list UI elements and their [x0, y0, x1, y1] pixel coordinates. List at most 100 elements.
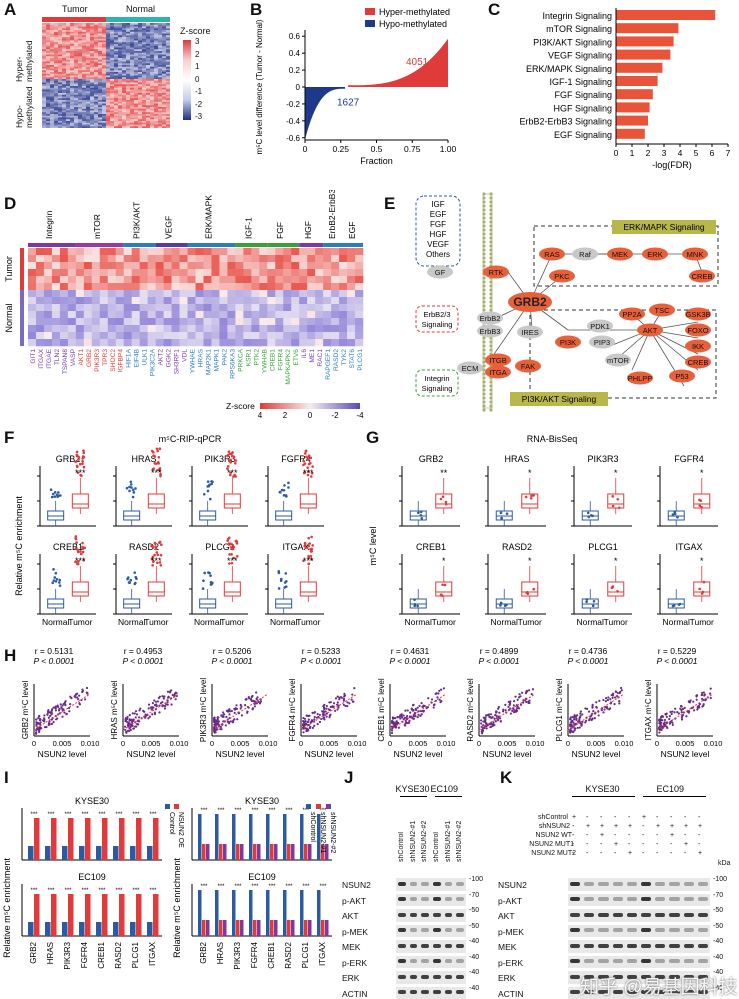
heatmap-cell — [138, 35, 142, 38]
heatmap-cell — [74, 59, 78, 62]
heatmap-cell — [110, 98, 114, 101]
heatmap-cell — [54, 84, 58, 87]
heatmap-cell — [118, 72, 122, 75]
outlier-point — [283, 484, 286, 487]
heatmap-cell — [171, 255, 180, 263]
heatmap-cell — [74, 112, 78, 115]
heatmap-cell — [126, 54, 130, 57]
heatmap-cell — [235, 332, 244, 340]
heatmap-cell — [78, 122, 82, 125]
heatmap-cell — [106, 47, 110, 50]
heatmap-cell — [67, 325, 77, 333]
data-point — [584, 707, 587, 710]
heatmap-cell — [106, 65, 110, 68]
heatmap-cell — [203, 269, 212, 277]
bar — [317, 890, 321, 936]
heatmap-cell — [78, 70, 82, 73]
data-point — [595, 701, 598, 704]
heatmap-cell — [28, 283, 37, 291]
heatmap-cell — [339, 269, 348, 277]
heatmap-cell — [110, 26, 114, 29]
heatmap-cell — [107, 339, 117, 347]
heatmap-cell — [115, 290, 125, 298]
bar — [270, 920, 274, 936]
heatmap-cell — [78, 40, 82, 43]
legend-tick: 0 — [308, 411, 313, 420]
sample-point — [530, 494, 533, 498]
heatmap-cell — [106, 24, 110, 27]
heatmap-cell — [46, 110, 50, 113]
data-point — [50, 718, 53, 721]
heatmap-cell — [46, 96, 50, 99]
heatmap-cell — [82, 115, 86, 118]
node-ikk — [685, 339, 711, 353]
legend-hyper-label: Hyper-methylated — [379, 7, 450, 17]
heatmap-cell — [163, 332, 172, 340]
significance-label: *** — [268, 884, 276, 890]
heatmap-cell — [171, 304, 180, 312]
bar — [236, 844, 240, 860]
treatment-mark: + — [572, 814, 577, 821]
heatmap-cell — [122, 84, 126, 87]
outlier-point — [155, 561, 159, 565]
heatmap-cell — [66, 45, 70, 48]
heatmap-cell — [59, 262, 69, 270]
bar — [206, 920, 210, 936]
x-tick-label: 0.010 — [437, 739, 456, 748]
heatmap-cell — [74, 68, 78, 71]
heatmap-cell — [150, 77, 154, 80]
heatmap-cell — [50, 122, 54, 125]
heatmap-cell — [51, 276, 61, 284]
heatmap-cell — [110, 47, 114, 50]
heatmap-cell — [130, 31, 134, 34]
heatmap-cell — [70, 108, 74, 111]
heatmap-cell — [62, 63, 66, 66]
heatmap-cell — [51, 325, 61, 333]
data-point — [127, 721, 130, 724]
heatmap-cell — [70, 26, 74, 29]
heatmap-cell — [123, 276, 132, 284]
heatmap-cell — [315, 248, 324, 256]
pathway-label: FGF Signaling — [554, 90, 612, 100]
heatmap-cell — [110, 87, 114, 90]
heatmap-cell — [315, 255, 324, 263]
data-point — [148, 715, 151, 718]
heatmap-cell — [102, 98, 106, 101]
heatmap-cell — [162, 124, 166, 127]
heatmap-cell — [158, 54, 162, 57]
heatmap-cell — [138, 94, 142, 97]
heatmap-cell — [94, 30, 98, 33]
heatmap-cell — [118, 77, 122, 80]
heatmap-cell — [90, 23, 94, 26]
heatmap-cell — [179, 276, 188, 284]
heatmap-cell — [94, 105, 98, 108]
heatmap-cell — [211, 304, 220, 312]
data-point — [77, 694, 81, 697]
heatmap-cell — [122, 101, 126, 104]
heatmap-cell — [118, 91, 122, 94]
pathway-bar — [347, 243, 363, 247]
heatmap-cell — [86, 121, 90, 124]
gene-label: STAT6 — [349, 349, 356, 369]
y-axis-title: CREB1 m⁵C level — [377, 678, 386, 742]
heatmap-cell — [150, 91, 154, 94]
data-point — [515, 709, 519, 713]
data-point — [323, 703, 326, 706]
heatmap-cell — [146, 59, 150, 62]
heatmap-cell — [243, 339, 252, 347]
heatmap-cell — [66, 26, 70, 29]
data-point — [225, 715, 228, 719]
outlier-point — [311, 465, 314, 468]
heatmap-cell — [74, 45, 78, 48]
data-point — [61, 709, 64, 712]
heatmap-cell — [86, 66, 90, 69]
heatmap-cell — [138, 24, 142, 27]
outlier-point — [52, 579, 56, 582]
heatmap-cell — [138, 105, 142, 108]
heatmap-cell — [114, 89, 118, 92]
heatmap-cell — [126, 80, 130, 83]
heatmap-cell — [118, 52, 122, 55]
heatmap-cell — [50, 77, 54, 80]
heatmap-cell — [146, 112, 150, 115]
heatmap-cell — [118, 38, 122, 41]
